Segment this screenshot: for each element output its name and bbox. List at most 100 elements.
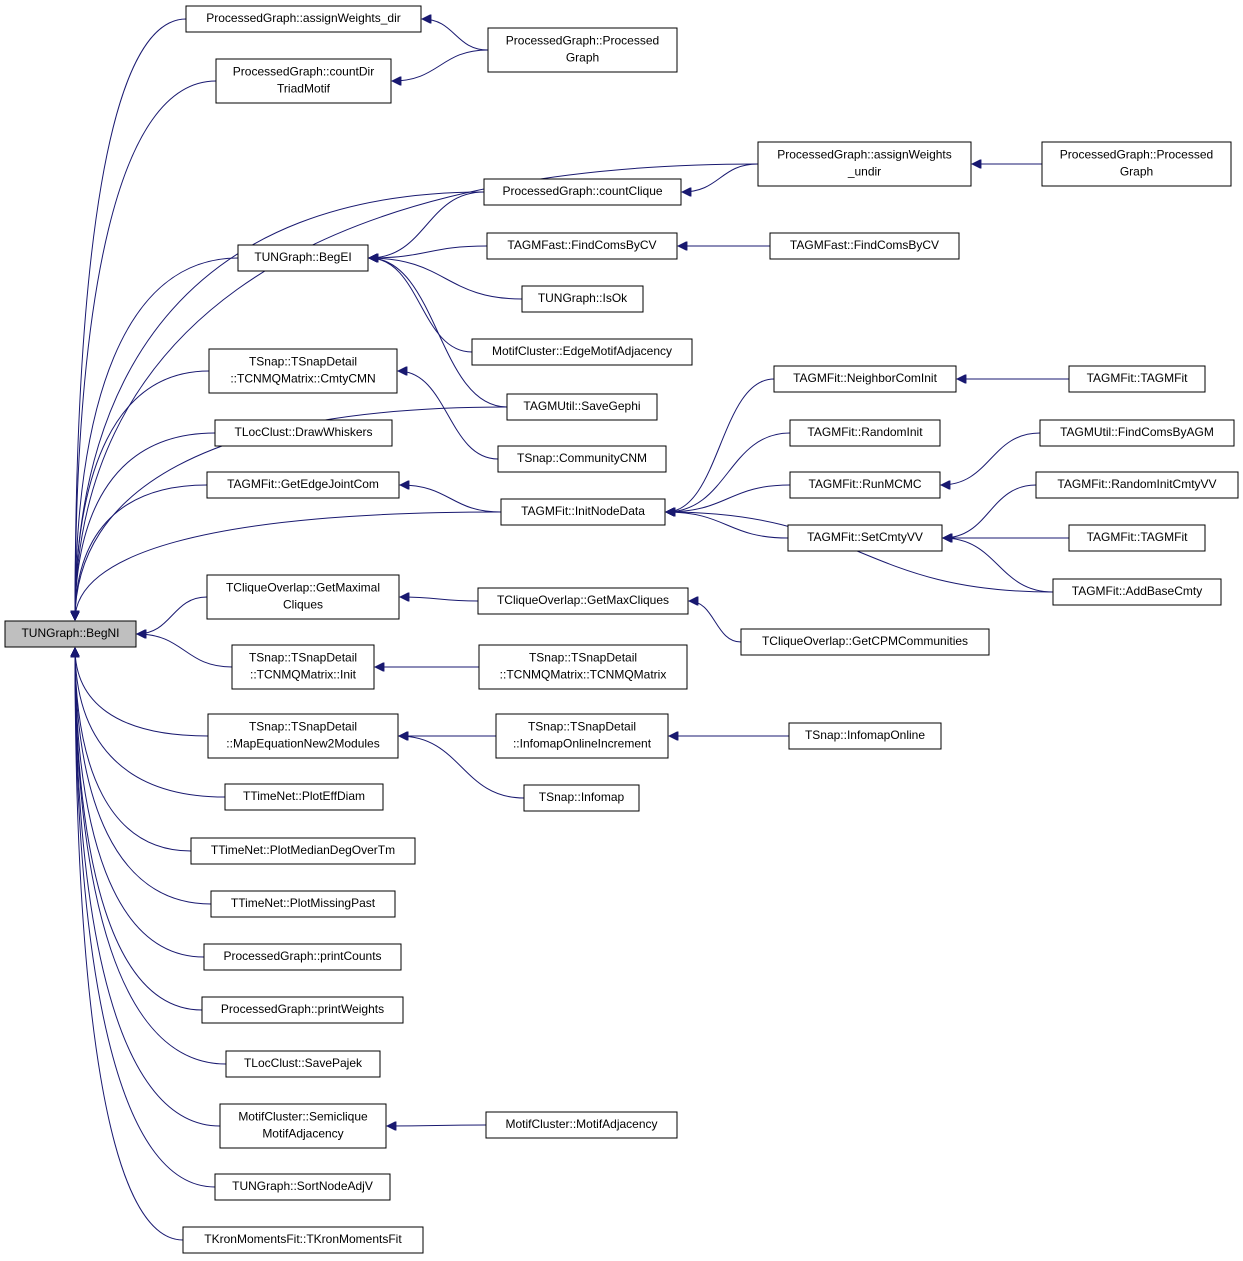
edge xyxy=(137,596,208,634)
node-label: TSnap::CommunityCNM xyxy=(517,451,647,465)
edge xyxy=(75,484,208,620)
node: TUNGraph::SortNodeAdjV xyxy=(214,1173,391,1201)
node-label: TSnap::TSnapDetail xyxy=(249,651,357,665)
edge xyxy=(75,648,226,798)
node-label: ProcessedGraph::Processed xyxy=(506,34,659,48)
edge xyxy=(75,163,759,620)
edge xyxy=(666,512,1054,593)
node-box xyxy=(478,644,688,690)
edge xyxy=(666,378,775,512)
node-box xyxy=(201,996,404,1024)
node-label: TAGMFit::SetCmtyVV xyxy=(807,530,923,544)
node-label: TTimeNet::PlotMedianDegOverTm xyxy=(211,843,395,857)
node-box xyxy=(225,1050,381,1078)
node-box xyxy=(206,574,400,620)
node-label: TTimeNet::PlotMissingPast xyxy=(231,896,376,910)
node-label: TAGMFit::InitNodeData xyxy=(521,504,645,518)
edge xyxy=(75,370,210,620)
edge xyxy=(369,258,523,300)
node: TCliqueOverlap::GetCPMCommunities xyxy=(740,628,990,656)
node-label: TLocClust::SavePajek xyxy=(244,1056,363,1070)
node-box xyxy=(4,620,137,648)
node-box xyxy=(471,338,693,366)
node-label: ProcessedGraph::Processed xyxy=(1060,148,1213,162)
node: TAGMUtil::SaveGephi xyxy=(506,393,658,421)
node-box xyxy=(190,837,416,865)
node-box xyxy=(477,587,689,615)
node: TSnap::TSnapDetail::TCNMQMatrix::TCNMQMa… xyxy=(478,644,688,690)
node-box xyxy=(487,27,678,73)
node: TUNGraph::IsOk xyxy=(521,285,644,313)
node-box xyxy=(1041,141,1232,187)
node-box xyxy=(231,644,375,690)
node: ProcessedGraph::printCounts xyxy=(203,943,402,971)
node: MotifCluster::MotifAdjacency xyxy=(485,1111,678,1139)
node-label: TriadMotif xyxy=(277,82,331,96)
node-label: TSnap::TSnapDetail xyxy=(249,355,357,369)
node-box xyxy=(495,713,669,759)
node-label: TAGMFast::FindComsByCV xyxy=(790,238,939,252)
node: TSnap::CommunityCNM xyxy=(497,445,667,473)
node-label: TCliqueOverlap::GetMaxCliques xyxy=(497,593,669,607)
edge xyxy=(137,634,233,668)
node-box xyxy=(1035,471,1239,499)
edge xyxy=(399,736,525,799)
edge xyxy=(666,432,791,512)
node-label: _undir xyxy=(847,165,881,179)
edge xyxy=(75,80,217,620)
node-box xyxy=(789,471,941,499)
node-label: ProcessedGraph::assignWeights_dir xyxy=(206,11,401,25)
node-label: ::TCNMQMatrix::Init xyxy=(250,668,357,682)
node-box xyxy=(206,471,400,499)
node-label: TCliqueOverlap::GetMaximal xyxy=(226,581,380,595)
node-box xyxy=(523,784,640,812)
node: ProcessedGraph::ProcessedGraph xyxy=(1041,141,1232,187)
node-box xyxy=(500,498,666,526)
node-box xyxy=(185,5,422,33)
edge xyxy=(941,432,1041,485)
edge xyxy=(943,538,1054,593)
edge xyxy=(422,19,489,51)
node-label: TAGMFit::TAGMFit xyxy=(1087,530,1189,544)
node-box xyxy=(521,285,644,313)
node-box xyxy=(789,419,941,447)
node-box xyxy=(787,524,943,552)
edges xyxy=(75,19,1070,1241)
node-label: TSnap::TSnapDetail xyxy=(528,720,636,734)
node: TSnap::TSnapDetail::TCNMQMatrix::Init xyxy=(231,644,375,690)
node-box xyxy=(214,1173,391,1201)
node: TLocClust::DrawWhiskers xyxy=(214,419,393,447)
node: TTimeNet::PlotEffDiam xyxy=(224,783,384,811)
node-box xyxy=(773,365,957,393)
node: TSnap::InfomapOnline xyxy=(788,722,942,750)
node-label: TAGMFit::RandomInitCmtyVV xyxy=(1057,477,1216,491)
edge xyxy=(75,648,216,1188)
node-label: TAGMFit::RandomInit xyxy=(807,425,923,439)
node: TAGMFit::RandomInitCmtyVV xyxy=(1035,471,1239,499)
edge xyxy=(75,648,205,958)
node: TSnap::Infomap xyxy=(523,784,640,812)
node: TAGMFit::TAGMFit xyxy=(1068,524,1206,552)
node-label: TSnap::TSnapDetail xyxy=(249,720,357,734)
node-label: ::MapEquationNew2Modules xyxy=(226,737,379,751)
node: TAGMFit::TAGMFit xyxy=(1068,365,1206,393)
node-label: TAGMFit::NeighborComInit xyxy=(793,371,937,385)
node-label: TAGMFit::GetEdgeJointCom xyxy=(227,477,379,491)
node-label: TUNGraph::SortNodeAdjV xyxy=(232,1179,373,1193)
edge xyxy=(682,163,759,192)
node: TAGMFit::NeighborComInit xyxy=(773,365,957,393)
edge xyxy=(75,511,502,620)
node: MotifCluster::EdgeMotifAdjacency xyxy=(471,338,693,366)
node-label: MotifCluster::EdgeMotifAdjacency xyxy=(492,344,672,358)
edge xyxy=(75,648,227,1065)
node: ProcessedGraph::assignWeights_undir xyxy=(757,141,972,187)
node-box xyxy=(769,232,960,260)
edge xyxy=(369,258,508,408)
node-label: ::TCNMQMatrix::TCNMQMatrix xyxy=(500,668,667,682)
node-label: ::TCNMQMatrix::CmtyCMN xyxy=(230,372,375,386)
edge xyxy=(75,648,192,852)
edge xyxy=(369,191,485,258)
